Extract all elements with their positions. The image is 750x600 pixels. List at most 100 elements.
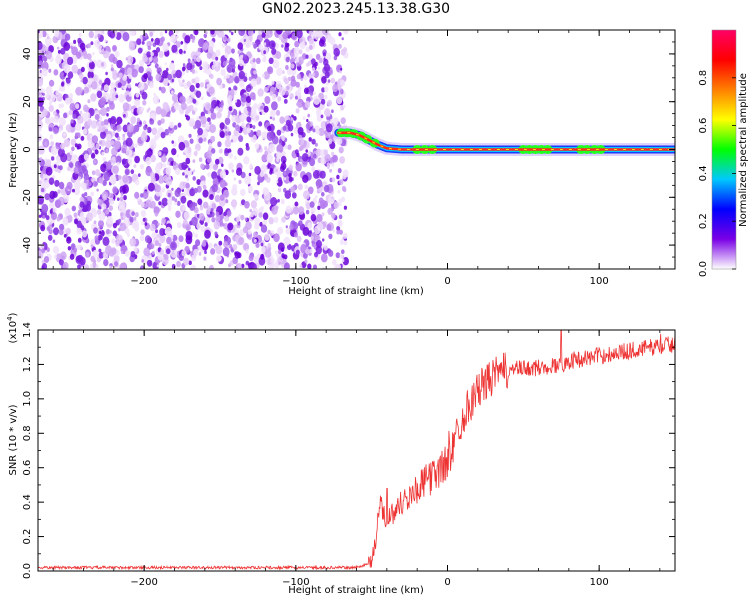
noise-speckle	[290, 132, 294, 137]
noise-speckle	[52, 207, 57, 213]
noise-speckle	[308, 53, 313, 61]
noise-speckle	[74, 122, 82, 132]
noise-speckle	[211, 217, 216, 223]
noise-speckle	[47, 234, 53, 241]
noise-speckle	[171, 187, 174, 191]
noise-speckle	[331, 218, 335, 222]
noise-speckle	[101, 151, 105, 156]
noise-speckle	[276, 144, 284, 154]
noise-speckle	[212, 163, 218, 171]
noise-speckle	[299, 158, 303, 163]
noise-speckle	[38, 60, 43, 66]
noise-speckle	[183, 148, 189, 155]
noise-speckle	[171, 148, 177, 156]
noise-speckle	[80, 216, 87, 225]
noise-speckle	[87, 70, 94, 80]
noise-speckle	[339, 156, 345, 164]
noise-speckle	[238, 30, 246, 37]
noise-speckle	[311, 243, 315, 247]
noise-speckle	[289, 93, 294, 99]
noise-speckle	[315, 195, 318, 199]
noise-speckle	[256, 129, 262, 137]
noise-speckle	[77, 264, 81, 269]
noise-speckle	[165, 176, 173, 186]
noise-speckle	[234, 251, 241, 259]
noise-speckle	[273, 166, 281, 176]
noise-speckle	[120, 216, 124, 220]
noise-speckle	[149, 118, 155, 125]
noise-speckle	[305, 46, 310, 53]
noise-speckle	[319, 103, 325, 110]
noise-speckle	[224, 138, 232, 148]
noise-speckle	[46, 226, 51, 232]
noise-speckle	[326, 119, 330, 125]
noise-speckle	[75, 86, 83, 96]
noise-speckle	[187, 58, 191, 63]
noise-speckle	[53, 164, 57, 169]
noise-speckle	[112, 72, 118, 81]
noise-speckle	[305, 54, 309, 59]
noise-speckle	[149, 81, 154, 89]
noise-speckle	[228, 30, 232, 33]
noise-speckle	[114, 261, 118, 267]
noise-speckle	[280, 162, 287, 170]
noise-speckle	[134, 143, 138, 148]
noise-speckle	[155, 106, 162, 115]
noise-speckle	[280, 198, 285, 205]
noise-speckle	[153, 92, 156, 97]
noise-speckle	[295, 108, 300, 114]
noise-speckle	[105, 209, 110, 215]
noise-speckle	[158, 242, 162, 247]
noise-speckle	[278, 33, 284, 41]
noise-speckle	[131, 109, 134, 113]
noise-speckle	[198, 157, 203, 162]
noise-speckle	[307, 60, 312, 66]
snr-multiplier-label: (x104)	[6, 312, 19, 343]
noise-speckle	[71, 205, 77, 212]
noise-speckle	[308, 30, 312, 35]
noise-speckle	[298, 137, 305, 146]
noise-speckle	[318, 127, 325, 137]
noise-speckle	[286, 43, 290, 47]
noise-speckle	[45, 94, 49, 99]
noise-speckle	[304, 184, 309, 190]
noise-speckle	[279, 116, 285, 124]
noise-speckle	[218, 103, 222, 107]
noise-speckle	[115, 155, 122, 164]
snr-line	[38, 330, 675, 571]
noise-speckle	[313, 264, 317, 269]
noise-speckle	[181, 250, 187, 257]
noise-speckle	[39, 87, 44, 93]
noise-speckle	[331, 109, 334, 114]
noise-speckle	[319, 199, 327, 209]
noise-speckle	[134, 179, 140, 186]
noise-speckle	[174, 30, 180, 34]
noise-speckle	[96, 209, 102, 215]
noise-speckle	[118, 175, 122, 180]
noise-speckle	[343, 205, 347, 210]
noise-speckle	[150, 172, 156, 179]
snr-y-tick-label: 1.2	[22, 356, 33, 372]
noise-speckle	[202, 184, 207, 190]
noise-speckle	[198, 252, 202, 256]
noise-speckle	[92, 262, 97, 269]
noise-speckle	[271, 93, 277, 101]
noise-speckle	[109, 174, 117, 184]
noise-speckle	[309, 158, 316, 167]
noise-speckle	[133, 216, 137, 221]
noise-speckle	[263, 105, 269, 113]
noise-speckle	[324, 108, 331, 117]
noise-speckle	[94, 114, 100, 121]
noise-speckle	[40, 224, 46, 232]
noise-speckle	[73, 166, 80, 174]
noise-speckle	[170, 241, 177, 251]
noise-speckle	[92, 52, 95, 56]
noise-speckle	[171, 140, 174, 144]
noise-speckle	[46, 33, 49, 37]
noise-speckle	[54, 179, 60, 187]
noise-speckle	[175, 167, 181, 176]
noise-speckle	[338, 198, 342, 203]
noise-speckle	[289, 223, 294, 231]
noise-speckle	[309, 201, 315, 208]
noise-speckle	[218, 240, 223, 246]
